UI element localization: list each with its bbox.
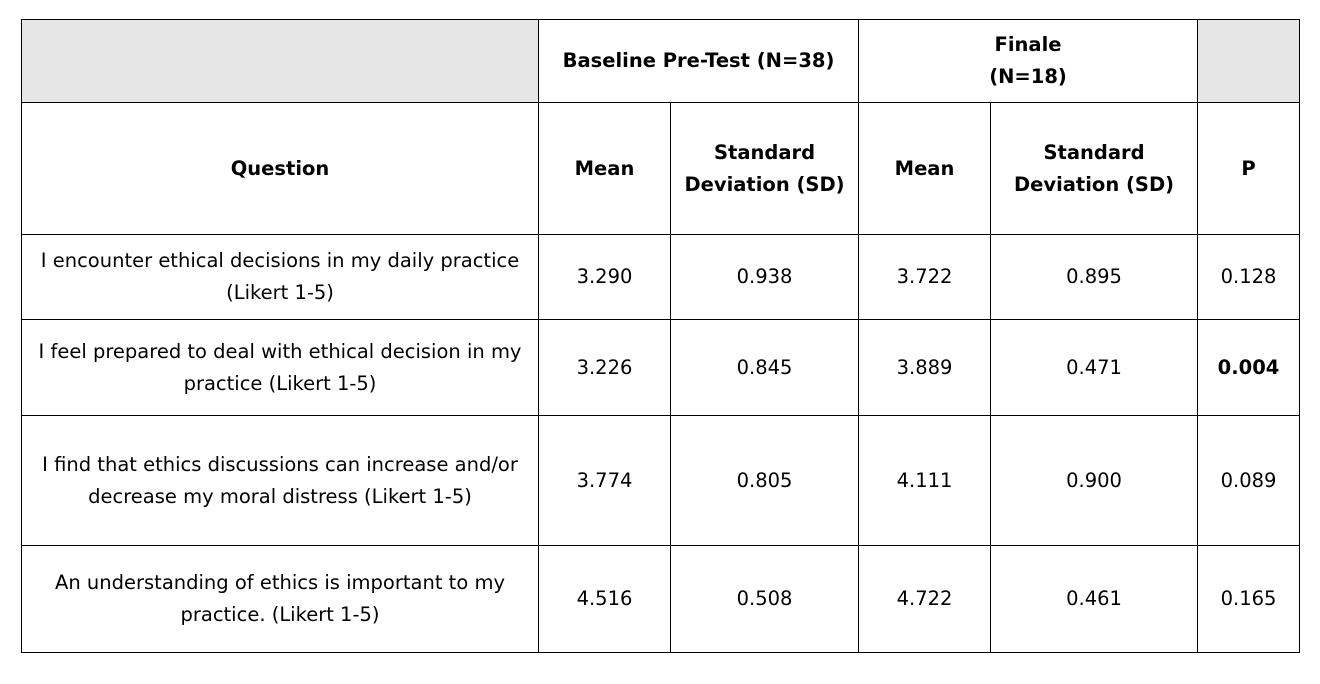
baseline-mean-cell: 3.774 [538,415,671,546]
column-header-row: Question Mean Standard Deviation (SD) Me… [21,102,1301,235]
column-header-question: Question [21,102,539,235]
finale-mean-cell: 3.722 [858,234,992,320]
finale-mean-cell: 4.722 [858,545,992,653]
question-cell: I find that ethics discussions can incre… [21,415,539,546]
finale-sd-cell: 0.900 [990,415,1199,546]
p-value-cell: 0.128 [1197,234,1301,320]
baseline-mean-cell: 3.226 [538,319,671,416]
group-header-empty-left [21,19,539,103]
baseline-sd-cell: 0.845 [669,319,860,416]
column-header-baseline-sd: Standard Deviation (SD) [669,102,860,235]
baseline-sd-cell: 0.938 [669,234,860,320]
finale-sd-cell: 0.895 [990,234,1199,320]
table-row: I find that ethics discussions can incre… [21,415,1301,546]
results-table: Baseline Pre-Test (N=38) Finale (N=18) Q… [21,19,1301,653]
group-header-row: Baseline Pre-Test (N=38) Finale (N=18) [21,19,1301,103]
p-value-cell: 0.165 [1197,545,1301,653]
finale-mean-cell: 3.889 [858,319,992,416]
group-header-baseline: Baseline Pre-Test (N=38) [537,19,860,103]
column-header-p: P [1197,102,1301,235]
group-header-finale: Finale (N=18) [858,19,1199,103]
finale-mean-cell: 4.111 [858,415,992,546]
column-header-finale-sd: Standard Deviation (SD) [990,102,1199,235]
column-header-baseline-mean: Mean [538,102,671,235]
finale-sd-cell: 0.471 [990,319,1199,416]
baseline-mean-cell: 3.290 [538,234,671,320]
baseline-sd-cell: 0.508 [669,545,860,653]
group-header-finale-line2: (N=18) [989,65,1067,88]
table-row: I encounter ethical decisions in my dail… [21,234,1301,320]
p-value-cell: 0.089 [1197,415,1301,546]
table-row: I feel prepared to deal with ethical dec… [21,319,1301,416]
table-row: An understanding of ethics is important … [21,545,1301,653]
question-cell: An understanding of ethics is important … [21,545,539,653]
finale-sd-cell: 0.461 [990,545,1199,653]
question-cell: I feel prepared to deal with ethical dec… [21,319,539,416]
column-header-finale-mean: Mean [858,102,992,235]
group-header-finale-line1: Finale [994,33,1062,56]
question-cell: I encounter ethical decisions in my dail… [21,234,539,320]
baseline-mean-cell: 4.516 [538,545,671,653]
group-header-empty-right [1197,19,1301,103]
p-value-cell: 0.004 [1197,319,1301,416]
baseline-sd-cell: 0.805 [669,415,860,546]
